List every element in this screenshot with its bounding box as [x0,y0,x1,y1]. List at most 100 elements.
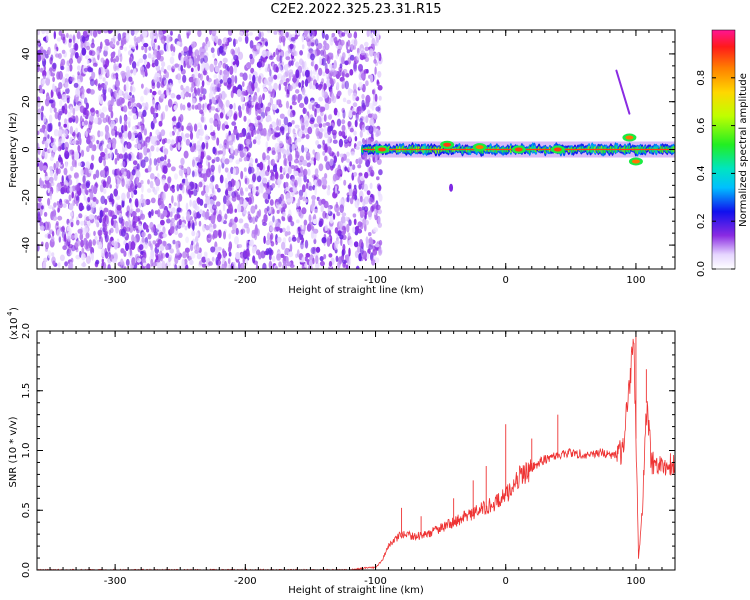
noise-cell [37,112,42,121]
noise-cell [286,230,291,236]
noise-cell [171,184,175,189]
noise-cell [92,196,97,202]
noise-cell [222,74,228,83]
noise-cell [377,85,383,91]
noise-cell [294,179,298,188]
noise-cell [347,140,352,147]
noise-cell [287,122,293,128]
noise-cell [154,73,158,81]
noise-cell [258,251,262,260]
noise-cell [306,179,310,183]
noise-cell [310,230,314,239]
noise-cell [304,239,309,249]
noise-cell [157,239,163,245]
noise-cell [272,208,275,215]
noise-cell [61,49,66,55]
noise-cell [370,33,374,39]
noise-cell [285,78,290,83]
noise-cell [278,261,282,268]
noise-cell [95,169,100,179]
noise-cell [134,215,138,224]
noise-cell [333,59,337,69]
noise-cell [210,106,216,111]
noise-cell [199,128,204,137]
noise-cell [108,229,112,236]
noise-cell [339,234,344,240]
noise-cell [99,131,104,137]
noise-cell [123,171,127,177]
noise-cell [107,30,113,34]
noise-cell [58,70,63,80]
noise-cell [325,68,330,74]
noise-cell [285,132,290,140]
noise-cell [86,136,91,144]
noise-cell [218,150,223,155]
noise-cell [307,126,313,135]
noise-cell [309,81,313,90]
noise-cell [110,217,114,226]
noise-cell [283,81,288,86]
noise-cell [184,225,188,231]
noise-cell [306,39,312,47]
noise-cell [343,179,347,186]
noise-cell [111,43,116,48]
noise-cell [75,199,79,207]
noise-cell [357,221,363,228]
noise-cell [86,145,90,153]
noise-cell [166,218,171,224]
noise-cell [120,37,125,47]
noise-cell [249,158,254,164]
noise-cell [322,123,326,128]
noise-cell [271,183,276,189]
noise-cell [369,74,374,83]
noise-cell [107,116,111,125]
noise-cell [103,49,108,57]
noise-cell [309,30,313,37]
noise-cell [290,165,296,169]
noise-cell [85,232,90,239]
noise-cell [52,215,58,221]
noise-cell [47,197,51,206]
noise-cell [74,232,78,240]
noise-cell [346,195,350,203]
noise-cell [249,239,253,247]
noise-cell [325,122,331,126]
noise-cell [103,207,109,213]
noise-cell [314,64,319,70]
noise-cell [61,93,67,103]
noise-cell [69,76,75,82]
noise-cell [148,46,152,51]
noise-cell [37,196,42,203]
noise-cell [280,35,286,43]
noise-cell [57,262,61,268]
noise-cell [114,65,120,70]
noise-cell [347,121,352,127]
noise-cell [148,211,152,218]
noise-cell [353,241,359,248]
noise-cell [85,102,89,110]
noise-cell [290,195,293,203]
noise-cell [279,113,285,119]
chart-title: C2E2.2022.325.23.31.R15 [270,2,442,17]
noise-cell [61,76,66,84]
noise-cell [337,111,340,117]
noise-cell [171,187,175,193]
noise-cell [364,219,369,226]
noise-cell [171,207,176,214]
noise-cell [243,156,248,162]
noise-cell [125,226,131,232]
noise-cell [191,41,196,49]
noise-cell [372,89,375,95]
noise-cell [197,122,202,128]
noise-cell [283,153,287,159]
noise-cell [85,240,89,249]
noise-cell [111,258,117,264]
noise-cell [204,134,209,144]
noise-cell [84,120,89,126]
colorbar-tick-label: 0.4 [696,165,707,181]
noise-cell [209,182,214,189]
noise-cell [68,149,72,156]
noise-cell [289,112,293,118]
noise-cell [162,165,168,174]
